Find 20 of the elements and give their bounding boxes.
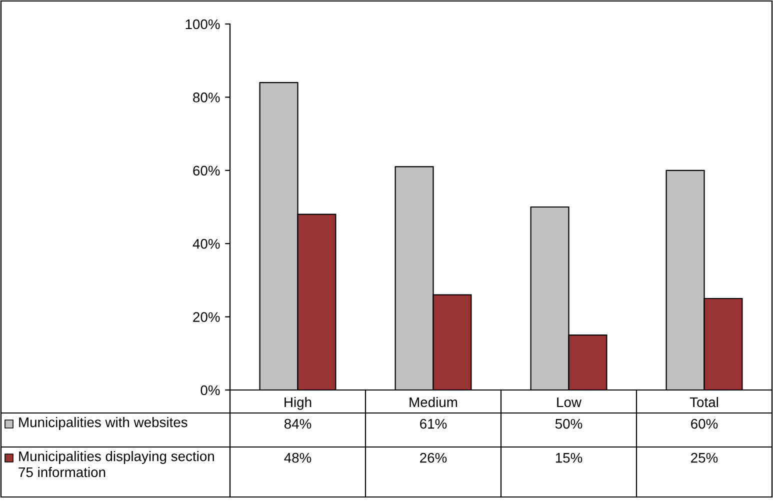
- data-label: 26%: [420, 452, 447, 463]
- x-tick-label: Total: [690, 396, 718, 408]
- x-tick-label: High: [284, 396, 312, 410]
- y-tick-label: 40%: [192, 238, 220, 249]
- y-tick-label: 100%: [186, 19, 220, 30]
- data-label: 25%: [691, 452, 718, 463]
- data-label: 60%: [691, 418, 718, 429]
- data-label: 61%: [420, 418, 447, 429]
- x-tick-label: Medium: [410, 396, 458, 408]
- y-tick-label: 80%: [193, 92, 220, 102]
- legend-label: Municipalities displaying section 75 information: [18, 451, 214, 478]
- x-tick-label: Low: [557, 397, 582, 408]
- y-tick-label: 0%: [200, 385, 220, 396]
- data-label: 50%: [555, 418, 582, 429]
- y-tick-label: 20%: [193, 312, 220, 322]
- data-label: 48%: [284, 452, 312, 463]
- data-label: 15%: [556, 452, 582, 463]
- y-tick-label: 60%: [193, 166, 220, 176]
- legend-label: Municipalities with websites: [19, 417, 188, 430]
- data-label: 84%: [284, 418, 312, 429]
